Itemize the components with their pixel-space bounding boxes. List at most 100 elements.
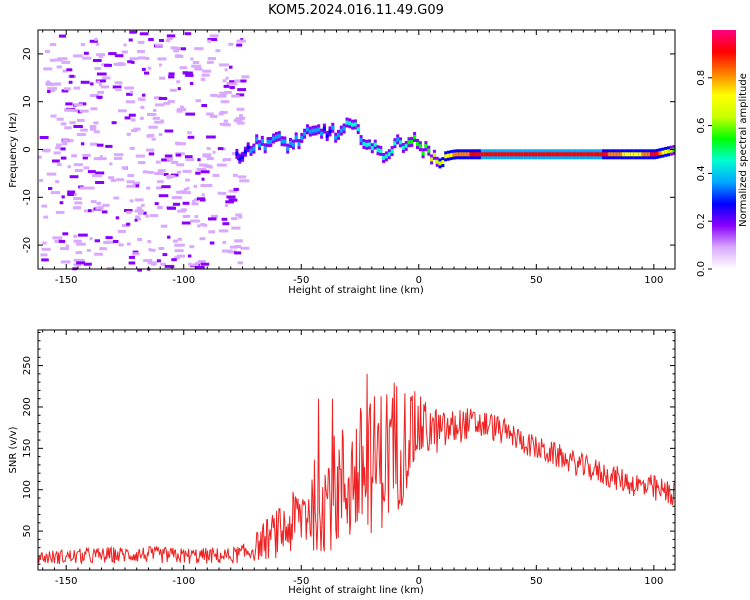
spectrogram-noise-cell	[171, 258, 177, 262]
spectrogram-noise-cell	[237, 88, 246, 92]
spectrogram-ridge-cell	[416, 142, 419, 146]
spectrogram-noise-cell	[41, 204, 48, 208]
spectrogram-noise-cell	[59, 201, 64, 205]
spectrogram-noise-cell	[64, 126, 72, 130]
spectrogram-noise-cell	[55, 210, 65, 214]
spectrogram-noise-cell	[159, 63, 162, 67]
spectrogram-ridge-cell	[306, 127, 309, 132]
spectrogram-ridge-cell	[427, 148, 431, 153]
spectrogram-noise-cell	[228, 65, 233, 69]
spectrogram-y-tick-label: 10	[22, 95, 33, 108]
spectrogram-noise-cell	[135, 184, 140, 188]
spectrogram-noise-cell	[45, 82, 53, 85]
spectrogram-noise-cell	[98, 83, 103, 87]
spectrogram-noise-cell	[185, 178, 190, 182]
spectrogram-noise-cell	[73, 125, 83, 128]
spectrogram-ridge-cell	[602, 152, 606, 157]
spectrogram-ridge-cell	[509, 152, 513, 157]
spectrogram-noise-cell	[205, 184, 213, 187]
spectrogram-noise-cell	[182, 214, 191, 218]
spectrogram-ridge-cell	[334, 135, 338, 140]
spectrogram-noise-cell	[177, 209, 186, 213]
spectrogram-noise-cell	[168, 72, 175, 76]
spectrogram-noise-cell	[125, 100, 135, 104]
spectrogram-ridge-cell	[314, 128, 318, 133]
spectrogram-noise-cell	[62, 139, 69, 143]
spectrogram-noise-cell	[176, 170, 181, 174]
colorbar-tick-label: 0.0	[696, 261, 707, 277]
spectrogram-ridge-cell	[401, 145, 405, 150]
colorbar-tick-label: 0.2	[696, 213, 707, 229]
spectrogram-noise-cell	[76, 242, 86, 246]
spectrogram-noise-cell	[199, 237, 206, 241]
spectrogram-noise-cell	[176, 190, 182, 194]
spectrogram-noise-cell	[166, 157, 173, 161]
spectrogram-ridge-cell	[274, 134, 278, 139]
spectrogram-noise-cell	[190, 57, 194, 61]
spectrogram-y-tick-label: -10	[22, 189, 33, 205]
snr-x-tick-label: 100	[644, 576, 663, 587]
spectrogram-ridge-cell	[655, 151, 659, 156]
spectrogram-noise-cell	[137, 40, 145, 44]
spectrogram-noise-cell	[65, 244, 70, 248]
spectrogram-noise-cell	[38, 155, 42, 159]
spectrogram-noise-cell	[58, 34, 66, 38]
spectrogram-noise-cell	[189, 82, 194, 85]
spectrogram-ridge-cell	[582, 152, 586, 157]
spectrogram-noise-cell	[71, 154, 77, 158]
colorbar-gradient	[712, 30, 736, 269]
spectrogram-noise-cell	[128, 255, 135, 259]
spectrogram-noise-cell	[111, 121, 117, 125]
spectrogram-noise-cell	[55, 146, 61, 150]
spectrogram-noise-cell	[223, 158, 231, 161]
spectrogram-noise-cell	[80, 142, 85, 146]
snr-y-tick-label: 100	[22, 480, 33, 499]
spectrogram-noise-cell	[146, 148, 155, 152]
spectrogram-noise-cell	[238, 175, 247, 179]
spectrogram-noise-cell	[77, 118, 85, 122]
spectrogram-noise-cell	[222, 240, 227, 244]
spectrogram-noise-cell	[90, 82, 94, 86]
spectrogram-noise-cell	[231, 94, 240, 98]
spectrogram-noise-cell	[209, 114, 218, 118]
spectrogram-ridge-cell	[503, 152, 507, 157]
spectrogram-ridge-cell	[472, 152, 476, 157]
spectrogram-noise-cell	[89, 39, 98, 43]
spectrogram-noise-cell	[86, 248, 91, 252]
spectrogram-noise-cell	[234, 239, 243, 243]
spectrogram-noise-cell	[162, 253, 168, 257]
spectrogram-noise-cell	[73, 263, 82, 267]
spectrogram-ridge-cell	[534, 152, 538, 157]
spectrogram-noise-cell	[227, 250, 237, 254]
spectrogram-noise-cell	[176, 80, 181, 84]
spectrogram-noise-cell	[197, 224, 201, 228]
spectrogram-noise-cell	[236, 39, 246, 43]
snr-x-label: Height of straight line (km)	[288, 585, 424, 596]
spectrogram-noise-cell	[212, 150, 216, 154]
spectrogram-ridge-cell	[399, 140, 402, 145]
spectrogram-noise-cell	[92, 174, 103, 178]
spectrogram-ridge-cell	[650, 152, 654, 157]
spectrogram-noise-cell	[173, 49, 180, 53]
spectrogram-x-tick-label: 100	[644, 275, 663, 286]
spectrogram-noise-cell	[222, 79, 227, 83]
spectrogram-noise-cell	[217, 147, 224, 151]
spectrogram-ridge-cell	[627, 152, 631, 157]
spectrogram-noise-cell	[156, 186, 162, 190]
spectrogram-noise-cell	[206, 135, 216, 139]
spectrogram-noise-cell	[192, 61, 200, 64]
spectrogram-noise-cell	[118, 109, 127, 113]
spectrogram-noise-cell	[73, 258, 79, 262]
spectrogram-noise-cell	[154, 96, 162, 100]
spectrogram-noise-cell	[215, 49, 221, 53]
spectrogram-ridge-cell	[441, 160, 445, 165]
spectrogram-noise-cell	[222, 158, 226, 162]
snr-series-line	[38, 373, 675, 565]
spectrogram-noise-cell	[224, 204, 229, 207]
spectrogram-noise-cell	[158, 133, 163, 137]
spectrogram-ridge-cell	[633, 152, 637, 157]
spectrogram-noise-cell	[185, 112, 195, 116]
spectrogram-noise-cell	[224, 90, 232, 94]
spectrogram-noise-cell	[112, 85, 122, 89]
spectrogram-x-tick-label: -50	[293, 275, 309, 286]
